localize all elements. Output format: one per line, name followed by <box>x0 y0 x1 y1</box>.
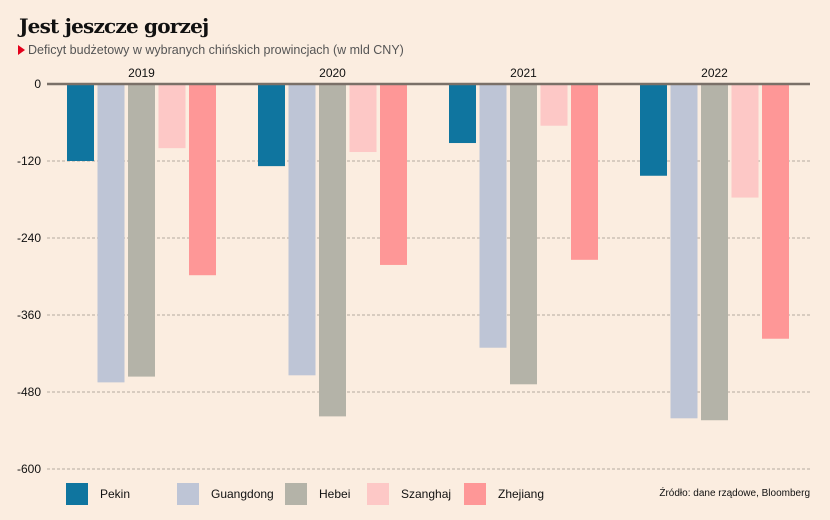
y-tick-label: -360 <box>17 308 41 322</box>
bar-hebei-2019 <box>128 84 155 377</box>
legend-label: Zhejiang <box>498 487 545 501</box>
triangle-marker-icon <box>18 45 25 55</box>
legend-item-pekin: Pekin <box>66 483 177 505</box>
bar-szanghaj-2021 <box>540 84 568 126</box>
legend-item-szanghaj: Szanghaj <box>367 483 464 505</box>
bar-guangdong-2021 <box>479 84 507 348</box>
bar-hebei-2022 <box>701 84 728 421</box>
bar-szanghaj-2022 <box>731 84 759 198</box>
bar-hebei-2021 <box>510 84 537 385</box>
legend-swatch <box>367 483 389 505</box>
y-axis-ticks: 0 -120 -240 -360 -480 -600 <box>17 77 41 476</box>
bar-zhejiang-2021 <box>571 84 598 260</box>
chart-subtitle: Deficyt budżetowy w wybranych chińskich … <box>18 42 404 58</box>
bar-zhejiang-2019 <box>189 84 216 276</box>
category-label: 2019 <box>128 66 155 80</box>
y-tick-label: -120 <box>17 154 41 168</box>
legend-item-hebei: Hebei <box>285 483 367 505</box>
bar-hebei-2020 <box>319 84 346 417</box>
y-tick-label: -480 <box>17 385 41 399</box>
legend-label: Pekin <box>100 487 131 501</box>
bar-zhejiang-2020 <box>380 84 407 265</box>
category-label: 2022 <box>701 66 728 80</box>
bar-szanghaj-2020 <box>349 84 377 153</box>
legend-swatch <box>285 483 307 505</box>
legend-label: Guangdong <box>211 487 274 501</box>
bar-guangdong-2020 <box>288 84 316 376</box>
bar-szanghaj-2019 <box>158 84 186 149</box>
x-axis-categories: 2019 2020 2021 2022 <box>128 66 728 80</box>
category-label: 2020 <box>319 66 346 80</box>
legend-swatch <box>464 483 486 505</box>
bar-guangdong-2022 <box>670 84 698 419</box>
bars <box>67 84 789 421</box>
bar-pekin-2021 <box>449 84 476 144</box>
y-tick-label: -240 <box>17 231 41 245</box>
bar-pekin-2019 <box>67 84 94 161</box>
chart-title: Jest jeszcze gorzej <box>19 14 209 38</box>
category-label: 2021 <box>510 66 537 80</box>
legend-swatch <box>66 483 88 505</box>
legend-swatch <box>177 483 199 505</box>
legend-item-zhejiang: Zhejiang <box>464 483 574 505</box>
subtitle-text: Deficyt budżetowy w wybranych chińskich … <box>28 43 404 57</box>
y-tick-label: -600 <box>17 462 41 476</box>
legend-item-guangdong: Guangdong <box>177 483 285 505</box>
source-note: Źródło: dane rządowe, Bloomberg <box>659 488 810 499</box>
legend: Pekin Guangdong Hebei Szanghaj Zhejiang <box>66 483 574 505</box>
bar-pekin-2020 <box>258 84 285 167</box>
bar-guangdong-2019 <box>97 84 125 383</box>
bar-zhejiang-2022 <box>762 84 789 339</box>
y-tick-label: 0 <box>34 77 41 91</box>
legend-label: Szanghaj <box>401 487 452 501</box>
legend-label: Hebei <box>319 487 351 501</box>
bar-pekin-2022 <box>640 84 667 176</box>
